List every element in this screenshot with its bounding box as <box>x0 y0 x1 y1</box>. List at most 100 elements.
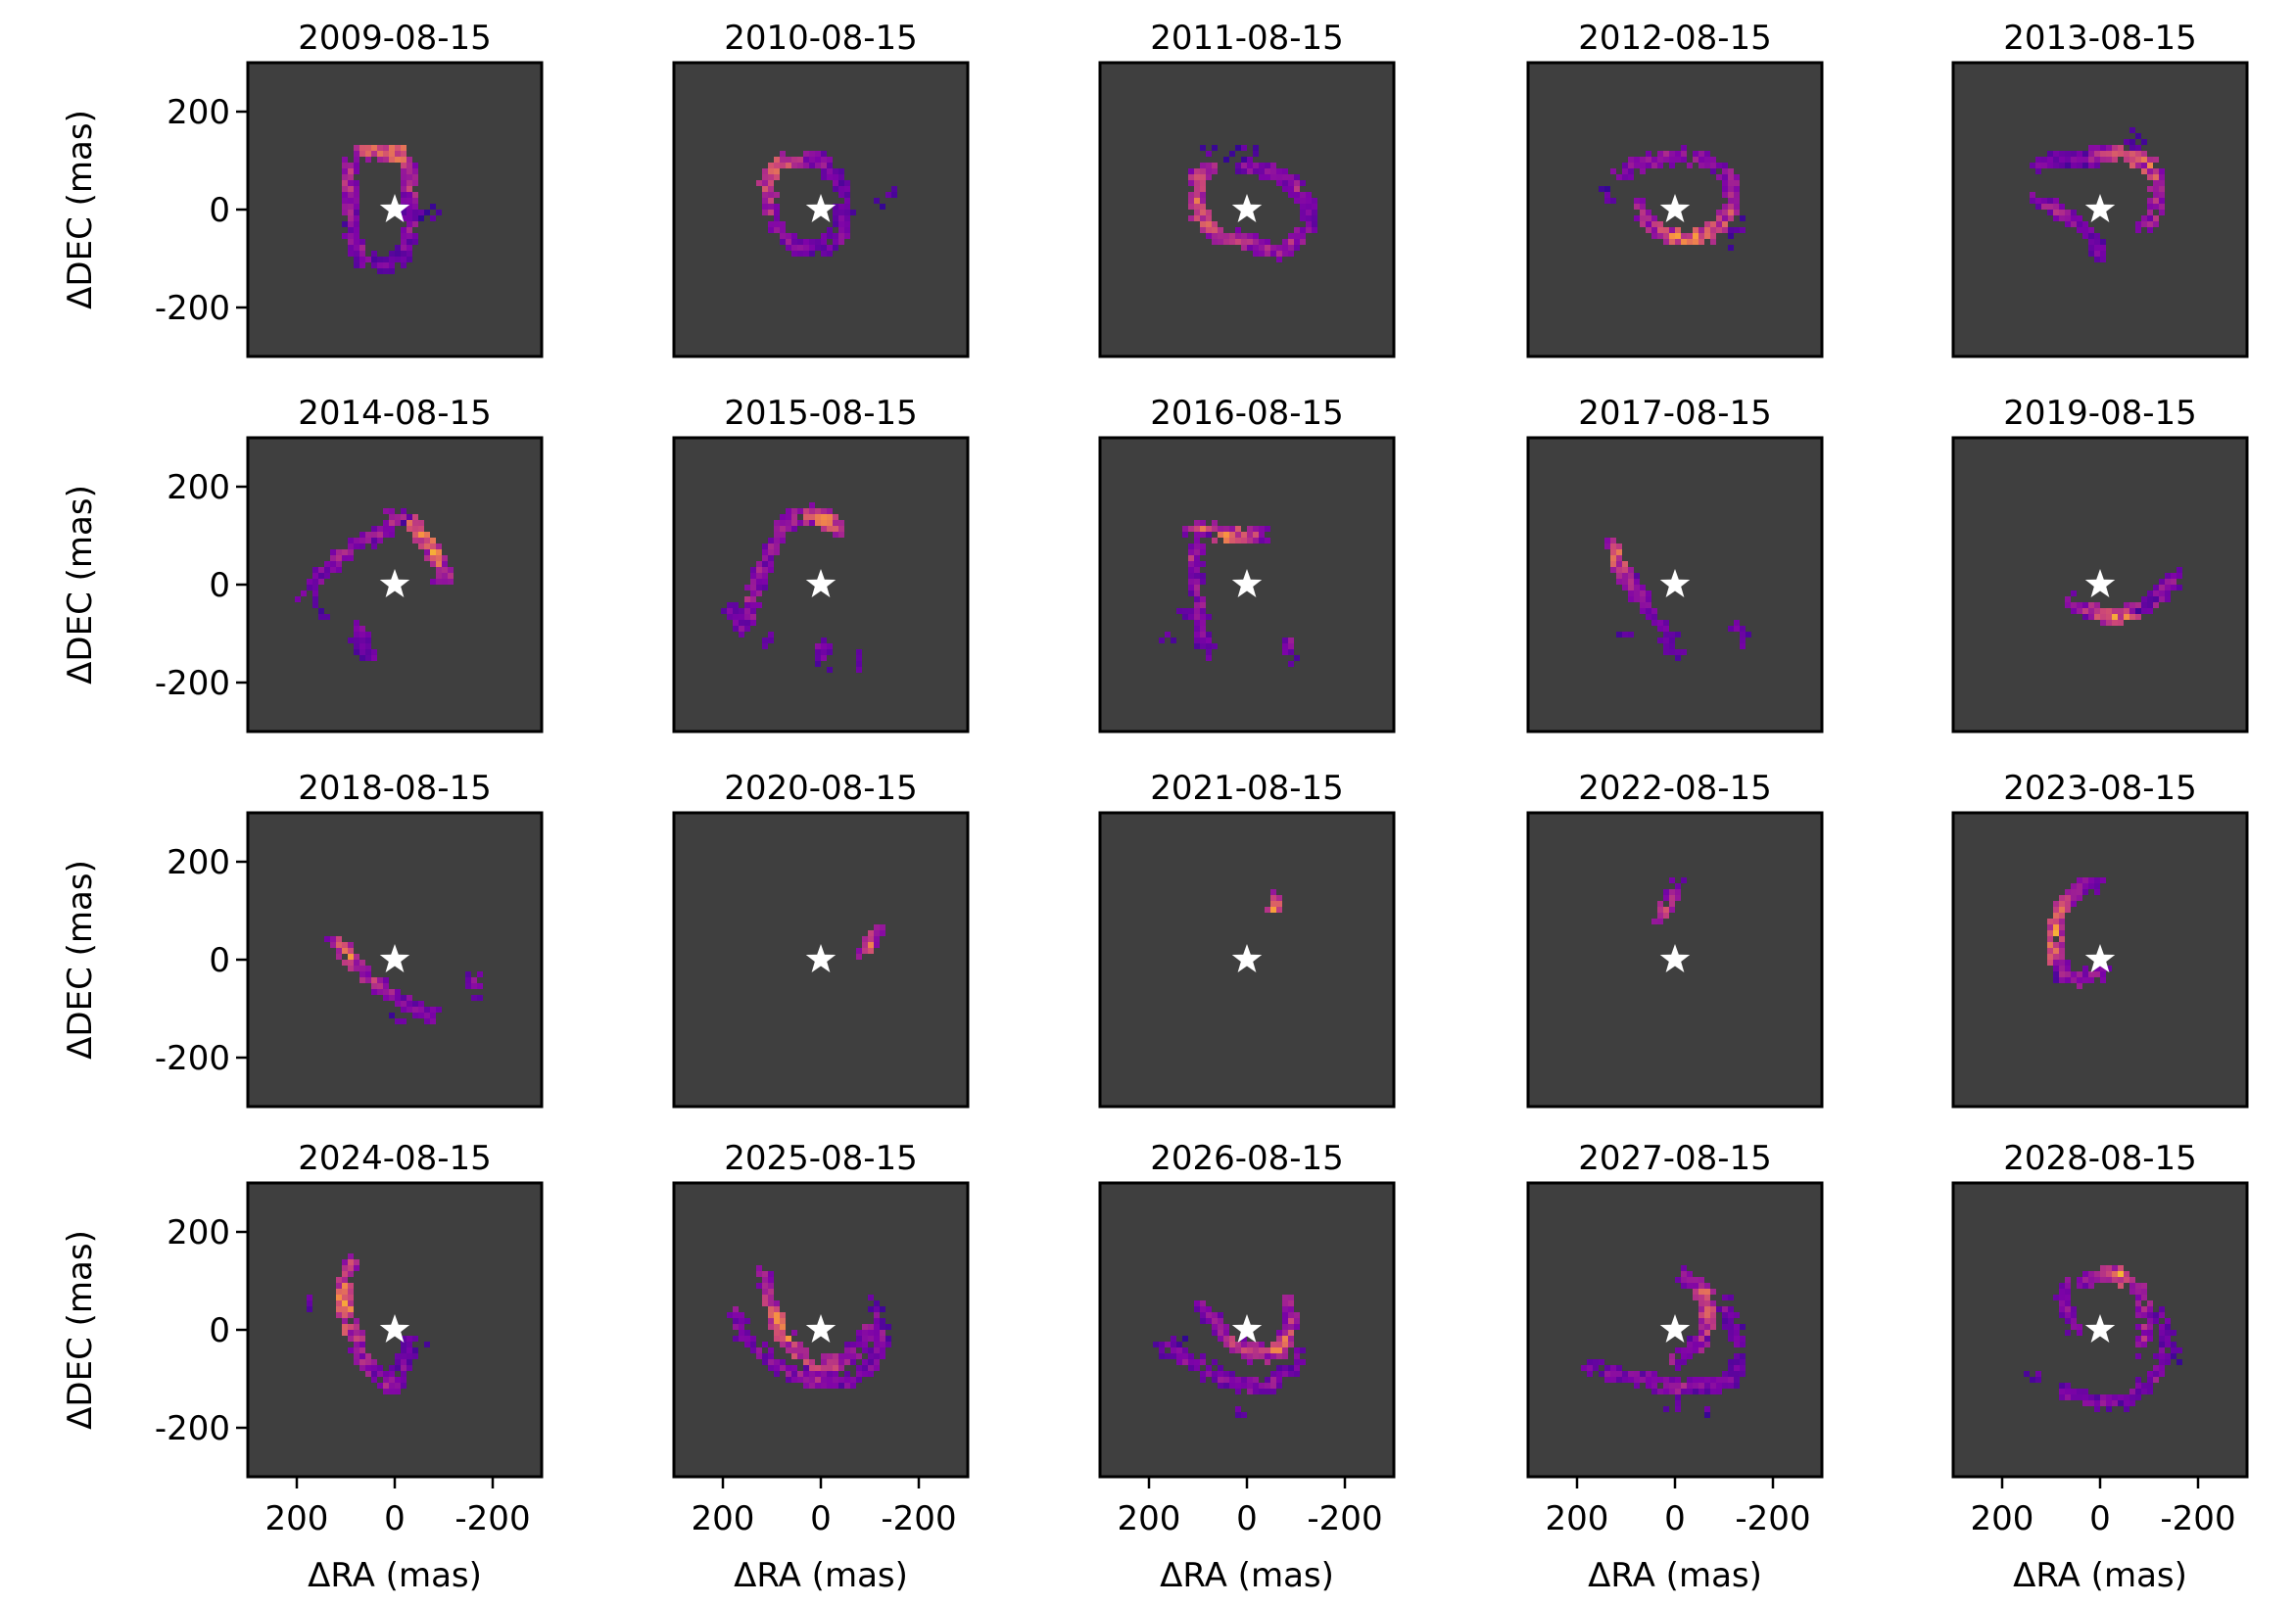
heatmap-bin <box>471 983 477 989</box>
heatmap-bin <box>2059 966 2065 971</box>
heatmap-bin <box>862 1324 868 1330</box>
heatmap-bin <box>1276 1336 1282 1342</box>
heatmap-bin <box>891 192 897 198</box>
heatmap-bin <box>1270 1371 1276 1377</box>
heatmap-bin <box>330 936 336 942</box>
heatmap-bin <box>856 1342 862 1347</box>
heatmap-bin <box>424 1342 430 1347</box>
heatmap-bin <box>1188 1359 1194 1365</box>
heatmap-bin <box>1194 561 1200 567</box>
heatmap-bin <box>407 245 412 251</box>
heatmap-bin <box>1698 1318 1704 1324</box>
heatmap-bin <box>1622 1377 1628 1383</box>
heatmap-bin <box>354 145 359 151</box>
heatmap-bin <box>365 655 371 661</box>
heatmap-bin <box>336 567 342 573</box>
heatmap-bin <box>791 1377 797 1383</box>
heatmap-bin <box>395 1001 401 1007</box>
heatmap-bin <box>797 1347 803 1353</box>
heatmap-bin <box>762 1342 768 1347</box>
heatmap-bin <box>1229 1347 1235 1353</box>
heatmap-bin <box>1675 1377 1681 1383</box>
heatmap-bin <box>377 526 383 532</box>
heatmap-bin <box>774 520 780 526</box>
heatmap-bin <box>1669 643 1675 649</box>
heatmap-bin <box>365 966 371 971</box>
heatmap-bin <box>2124 139 2129 145</box>
heatmap-bin <box>1270 1389 1276 1394</box>
heatmap-bin <box>1306 204 1312 210</box>
heatmap-bin <box>750 596 756 602</box>
heatmap-bin <box>1651 620 1657 626</box>
heatmap-bin <box>815 655 821 661</box>
heatmap-bin <box>1646 221 1651 227</box>
heatmap-bin <box>401 215 407 221</box>
heatmap-bin <box>1651 1389 1657 1394</box>
heatmap-bin <box>2065 602 2071 608</box>
heatmap-bin <box>389 151 395 157</box>
heatmap-bin <box>1693 239 1698 245</box>
heatmap-bin <box>389 526 395 532</box>
heatmap-bin <box>786 1365 791 1371</box>
heatmap-bin <box>756 1283 762 1289</box>
heatmap-bin <box>348 192 354 198</box>
heatmap-bin <box>803 514 809 520</box>
heatmap-bin <box>1616 543 1622 549</box>
heatmap-bin <box>354 151 359 157</box>
heatmap-bin <box>1710 163 1716 168</box>
heatmap-bin <box>2035 204 2041 210</box>
heatmap-bin <box>1253 1383 1259 1389</box>
heatmap-bin <box>1265 163 1270 168</box>
heatmap-bin <box>1716 227 1722 233</box>
heatmap-bin <box>1229 151 1235 157</box>
heatmap-bin <box>401 145 407 151</box>
heatmap-bin <box>780 163 786 168</box>
heatmap-bin <box>2112 614 2118 620</box>
heatmap-bin <box>1194 168 1200 174</box>
heatmap-bin <box>2077 215 2082 221</box>
heatmap-bin <box>2171 579 2176 585</box>
heatmap-bin <box>1704 1389 1710 1394</box>
heatmap-bin <box>733 614 739 620</box>
panel-title: 2021-08-15 <box>1150 769 1344 808</box>
heatmap-bin <box>1247 1377 1253 1383</box>
heatmap-bin <box>407 1001 412 1007</box>
heatmap-bin <box>744 1336 750 1342</box>
x-tick-label: 200 <box>692 1499 755 1538</box>
heatmap-bin <box>1622 163 1628 168</box>
heatmap-bin <box>342 1289 348 1295</box>
panel: 2021-08-15 <box>1098 769 1396 1109</box>
heatmap-bin <box>2059 936 2065 942</box>
heatmap-bin <box>1687 1353 1693 1359</box>
heatmap-bin <box>1651 919 1657 924</box>
heatmap-bin <box>1288 1306 1294 1312</box>
heatmap-bin <box>2082 614 2088 620</box>
heatmap-bin <box>880 1336 885 1342</box>
star-marker <box>805 569 837 597</box>
heatmap-bin <box>1206 227 1212 233</box>
heatmap-bin <box>821 1353 827 1359</box>
heatmap-bin <box>786 1336 791 1342</box>
heatmap-bin <box>1188 555 1194 561</box>
heatmap-bin <box>412 215 418 221</box>
heatmap-bin <box>750 573 756 579</box>
heatmap-bin <box>418 532 424 538</box>
heatmap-bin <box>371 526 377 532</box>
heatmap-bin <box>436 549 442 555</box>
heatmap-bin <box>424 532 430 538</box>
heatmap-bin <box>342 1300 348 1306</box>
heatmap-bin <box>354 1353 359 1359</box>
heatmap-bin <box>756 602 762 608</box>
heatmap-bin <box>1223 1383 1229 1389</box>
heatmap-bin <box>1610 567 1616 573</box>
heatmap-bin <box>1663 239 1669 245</box>
heatmap-bin <box>1288 233 1294 239</box>
heatmap-bin <box>2135 221 2141 227</box>
heatmap-bin <box>395 1383 401 1389</box>
heatmap-bin <box>750 590 756 596</box>
heatmap-bin <box>2147 215 2153 221</box>
heatmap-bin <box>880 1324 885 1330</box>
heatmap-bin <box>1651 1371 1657 1377</box>
heatmap-bin <box>2153 590 2159 596</box>
heatmap-bin <box>1675 632 1681 638</box>
